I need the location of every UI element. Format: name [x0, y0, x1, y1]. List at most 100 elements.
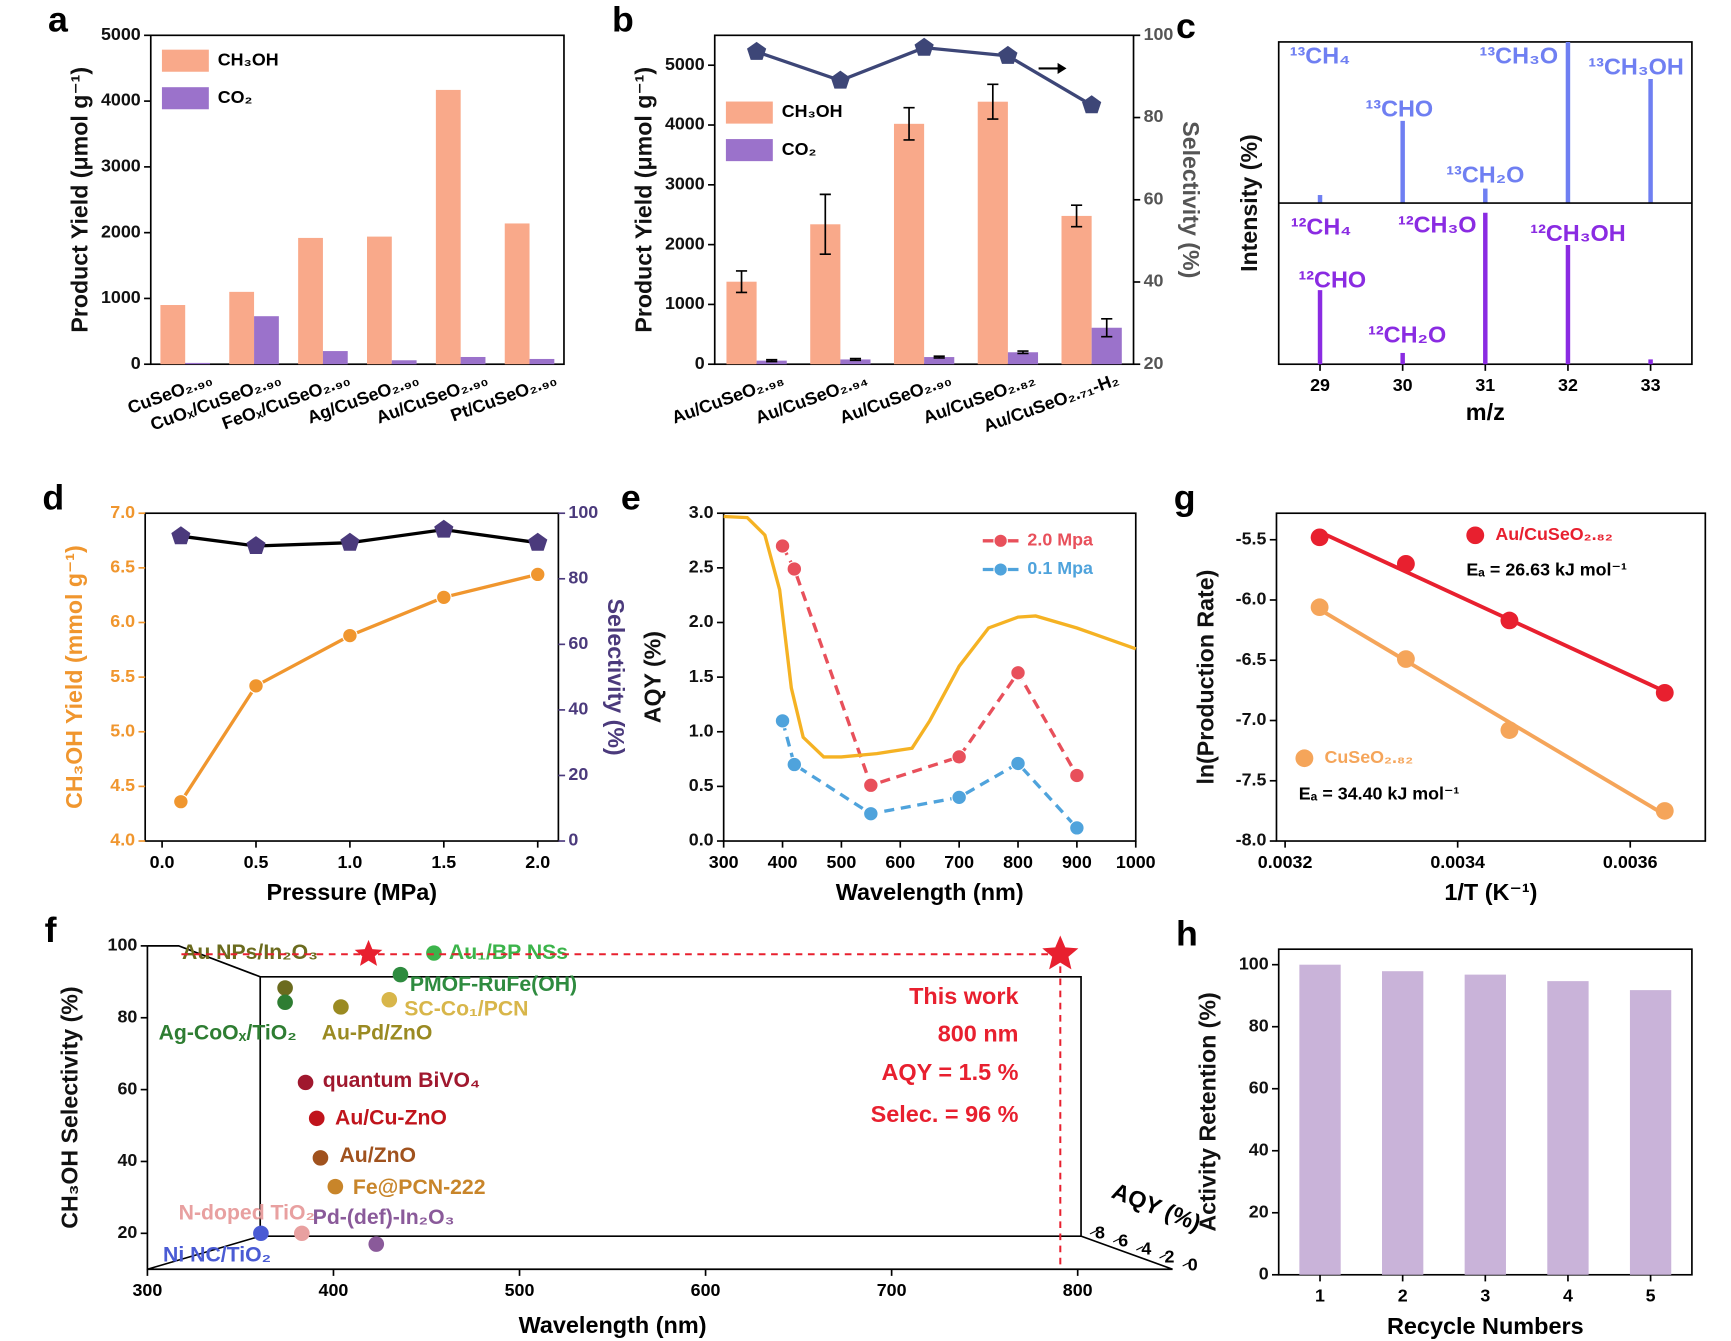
peak-label: ¹³CH₃O — [1480, 43, 1559, 69]
bar — [1547, 981, 1589, 1275]
point — [1396, 555, 1415, 573]
point-label: Fe@PCN-222 — [353, 1176, 486, 1199]
y-tick-label: 4000 — [101, 90, 141, 110]
point — [327, 1178, 344, 1195]
y-tick-label: 4.5 — [110, 775, 135, 795]
plot-frame — [149, 34, 565, 366]
y-tick-label: -7.0 — [1236, 709, 1267, 729]
point — [426, 945, 442, 961]
panel-letter: a — [48, 0, 68, 39]
x-tick-label: 700 — [944, 852, 974, 872]
error-bar — [735, 270, 748, 294]
y2-tick-label: 60 — [568, 633, 588, 653]
x-tick-label: 0.0032 — [1258, 852, 1313, 872]
y-tick-label: 1000 — [101, 287, 141, 307]
bar — [367, 236, 392, 365]
y-axis-label: Product Yield (μmol g⁻¹) — [631, 67, 657, 333]
y-tick-label: 5.0 — [110, 721, 135, 741]
y-tick-label: -8.0 — [1236, 830, 1267, 850]
error-bar — [987, 83, 999, 120]
legend-label: 0.1 Mpa — [1027, 558, 1093, 578]
y2-tick-label: 80 — [568, 568, 588, 588]
point — [308, 1110, 325, 1127]
x-tick-label: 500 — [827, 852, 857, 872]
z-axis-label: AQY (%) — [1108, 1178, 1204, 1237]
legend-swatch — [161, 49, 209, 72]
series-line — [180, 527, 538, 548]
point-label: SC-Co₁/PCN — [404, 998, 528, 1021]
point — [1310, 528, 1329, 547]
x-axis-label: Recycle Numbers — [1387, 1313, 1584, 1339]
point-label: Au NPs/In₂O₃ — [182, 941, 318, 964]
x-tick-label: 900 — [1062, 852, 1092, 872]
y-tick-label: 80 — [117, 1006, 137, 1026]
point — [951, 789, 967, 806]
point — [1069, 820, 1085, 836]
x-tick-label: 600 — [691, 1280, 721, 1300]
y-tick-label: 100 — [1239, 953, 1269, 973]
bar — [460, 356, 486, 365]
z-tick-label: 4 — [1141, 1239, 1151, 1259]
panel-letter: c — [1176, 6, 1196, 46]
point — [277, 994, 293, 1011]
y2-tick-label: 20 — [1144, 353, 1164, 373]
y2-tick-label: 100 — [1144, 24, 1174, 44]
y-axis-label: AQY (%) — [639, 631, 665, 723]
x-axis-label: m/z — [1466, 399, 1505, 425]
error-bar — [1101, 317, 1113, 338]
panel-letter: e — [621, 478, 641, 518]
point — [297, 1074, 314, 1091]
y-axis-label: CH₃OH Yield (mmol g⁻¹) — [61, 545, 87, 809]
y2-axis-label: Selectivity (%) — [1178, 121, 1204, 278]
plot-frame — [144, 512, 560, 842]
error-bar — [819, 193, 831, 256]
y-tick-label: 0 — [131, 353, 141, 373]
point — [248, 678, 264, 694]
y-tick-label: 0 — [695, 353, 705, 373]
bar — [185, 362, 210, 365]
panel-letter: h — [1176, 913, 1198, 953]
point-label: N-doped TiO₂ — [179, 1202, 315, 1225]
point-label: Ag-CoOₓ/TiO₂ — [159, 1022, 297, 1045]
y-tick-label: 20 — [1249, 1202, 1269, 1222]
x-tick-label: 0.5 — [244, 852, 269, 872]
x-tick-label: 600 — [885, 852, 915, 872]
bar — [229, 291, 255, 365]
y-tick-label: 2.5 — [689, 557, 714, 577]
point — [368, 1236, 385, 1252]
x-tick-label: 700 — [877, 1280, 907, 1300]
guide-line — [178, 953, 1062, 1270]
y-tick-label: 60 — [1249, 1077, 1269, 1097]
y-tick-label: 0.0 — [689, 830, 714, 850]
annotation: Eₐ = 34.40 kJ mol⁻¹ — [1299, 783, 1460, 803]
panel-letter: b — [612, 0, 634, 39]
point — [392, 966, 409, 983]
y-tick-label: -6.5 — [1236, 649, 1267, 669]
selectivity-marker — [1082, 95, 1102, 114]
x-tick-label: 1 — [1315, 1286, 1325, 1306]
legend-marker — [1466, 526, 1485, 545]
z-tick — [1089, 1230, 1097, 1235]
highlight-text: Selec. = 96 % — [871, 1101, 1019, 1127]
x-tick-label: 30 — [1393, 375, 1413, 395]
x-tick-label: 800 — [1003, 852, 1033, 872]
axis-arrow-head — [1057, 62, 1067, 74]
series-line — [179, 572, 539, 803]
y-tick-label: 2000 — [665, 233, 705, 253]
bar — [435, 89, 461, 365]
selectivity-marker — [747, 41, 767, 60]
x-tick-label: 1.0 — [337, 852, 362, 872]
y2-axis-label: Selectivity (%) — [603, 599, 629, 756]
z-tick-label: 6 — [1118, 1231, 1128, 1251]
series-line — [723, 514, 1137, 759]
point — [381, 992, 398, 1008]
z-tick — [1112, 1238, 1121, 1243]
legend-label: CuSeO₂.₈₂ — [1324, 747, 1413, 767]
y-tick-label: 5.5 — [110, 666, 135, 686]
y-tick-label: 0.5 — [689, 775, 714, 795]
x-axis-label: 1/T (K⁻¹) — [1444, 879, 1537, 905]
y-tick-label: 1000 — [665, 293, 705, 313]
point — [340, 532, 360, 551]
peak-label: ¹³CH₃OH — [1588, 54, 1683, 80]
